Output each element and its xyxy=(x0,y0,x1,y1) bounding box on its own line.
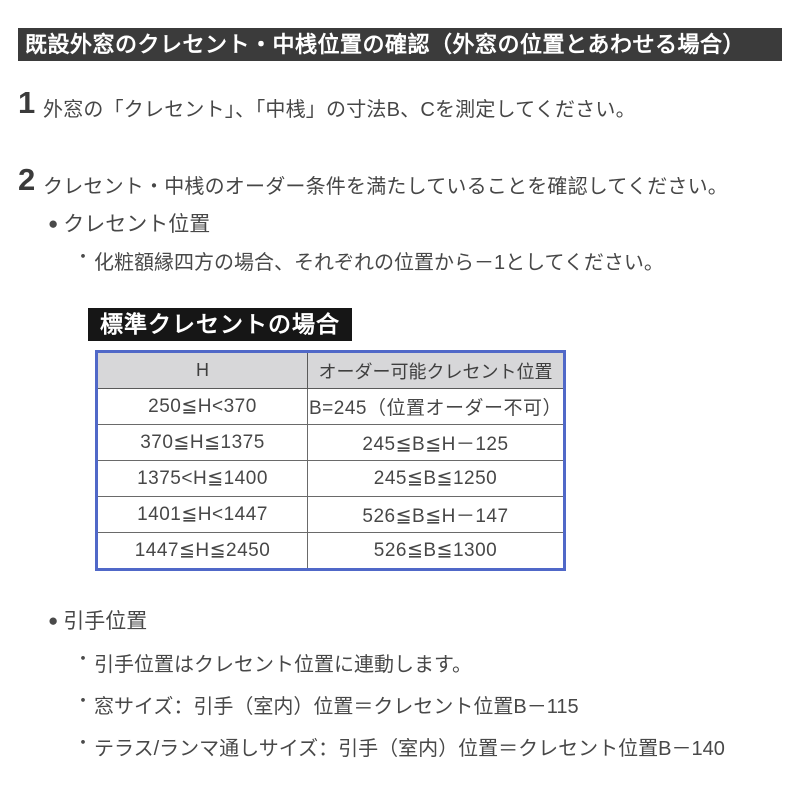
handle-note-1: ・ 引手位置はクレセント位置に連動します。 xyxy=(74,648,800,677)
dot-bullet-icon: ・ xyxy=(74,649,92,669)
handle-position-heading: ● 引手位置 xyxy=(48,605,800,635)
handle-note-2-text: 窓サイズ：引手（室内）位置＝クレセント位置B－115 xyxy=(94,696,579,718)
table-cell-order-range: 245≦B≦H－125 xyxy=(307,424,565,461)
step-1-number: 1 xyxy=(18,85,36,120)
standard-crescent-title: 標準クレセントの場合 xyxy=(88,308,352,341)
table-row: 370≦H≦1375 245≦B≦H－125 xyxy=(96,424,565,461)
table-cell-order-range: B=245（位置オーダー不可） xyxy=(307,388,565,425)
handle-note-3-text: テラス/ランマ通しサイズ：引手（室内）位置＝クレセント位置B－140 xyxy=(94,738,725,760)
table-cell-h-range: 1447≦H≦2450 xyxy=(96,532,308,570)
step-2-number: 2 xyxy=(18,162,36,197)
step-1: 1 外窓の「クレセント」、「中桟」の寸法B、Cを測定してください。 xyxy=(18,87,782,122)
page-title: 既設外窓のクレセント・中桟位置の確認（外窓の位置とあわせる場合） xyxy=(18,28,782,61)
table-row: 250≦H<370 B=245（位置オーダー不可） xyxy=(96,388,565,425)
standard-crescent-title-row: 標準クレセントの場合 xyxy=(88,308,800,341)
table-header-h: H xyxy=(96,351,308,389)
table-cell-h-range: 370≦H≦1375 xyxy=(96,424,308,461)
step-2: 2 クレセント・中桟のオーダー条件を満たしていることを確認してください。 xyxy=(18,164,782,199)
table-cell-order-range: 245≦B≦1250 xyxy=(307,460,565,497)
handle-position-label: 引手位置 xyxy=(63,610,148,633)
table-row: 1447≦H≦2450 526≦B≦1300 xyxy=(96,532,565,570)
table-cell-order-range: 526≦B≦H－147 xyxy=(307,496,565,533)
table-cell-order-range: 526≦B≦1300 xyxy=(307,532,565,570)
dot-bullet-icon: ・ xyxy=(74,691,92,711)
crescent-position-note: ・ 化粧額縁四方の場合、それぞれの位置から－1としてください。 xyxy=(74,246,800,275)
step-2-text: クレセント・中桟のオーダー条件を満たしていることを確認してください。 xyxy=(43,176,728,198)
crescent-position-label: クレセント位置 xyxy=(63,213,211,236)
table-header-order-position: オーダー可能クレセント位置 xyxy=(307,351,565,389)
handle-note-1-text: 引手位置はクレセント位置に連動します。 xyxy=(94,654,472,676)
table-row: 1401≦H<1447 526≦B≦H－147 xyxy=(96,496,565,533)
crescent-position-table: H オーダー可能クレセント位置 250≦H<370 B=245（位置オーダー不可… xyxy=(95,350,566,571)
table-cell-h-range: 1401≦H<1447 xyxy=(96,496,308,533)
crescent-position-note-text: 化粧額縁四方の場合、それぞれの位置から－1としてください。 xyxy=(94,252,664,274)
table-header-row: H オーダー可能クレセント位置 xyxy=(96,351,565,389)
dot-bullet-icon: ・ xyxy=(74,247,92,267)
bullet-icon: ● xyxy=(48,610,59,630)
step-1-text: 外窓の「クレセント」、「中桟」の寸法B、Cを測定してください。 xyxy=(43,99,636,121)
table-cell-h-range: 1375<H≦1400 xyxy=(96,460,308,497)
table-row: 1375<H≦1400 245≦B≦1250 xyxy=(96,460,565,497)
dot-bullet-icon: ・ xyxy=(74,733,92,753)
crescent-position-heading: ● クレセント位置 xyxy=(48,208,800,238)
handle-note-3: ・ テラス/ランマ通しサイズ：引手（室内）位置＝クレセント位置B－140 xyxy=(74,732,800,761)
handle-note-2: ・ 窓サイズ：引手（室内）位置＝クレセント位置B－115 xyxy=(74,690,800,719)
bullet-icon: ● xyxy=(48,213,59,233)
table-cell-h-range: 250≦H<370 xyxy=(96,388,308,425)
